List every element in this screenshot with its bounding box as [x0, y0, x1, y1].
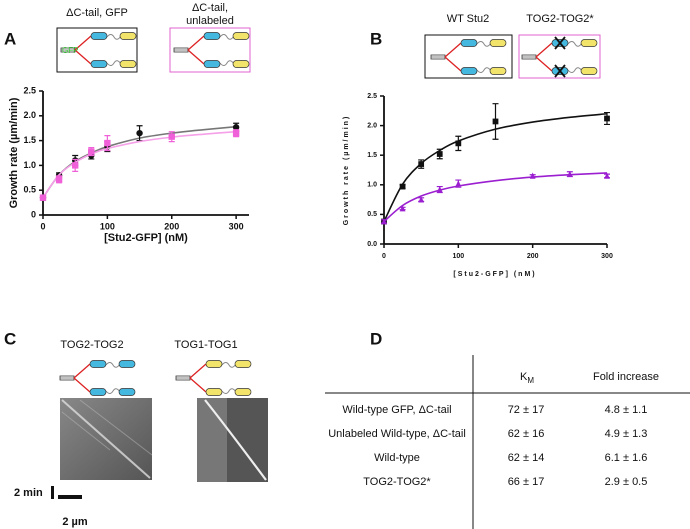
construct-title: unlabeled [186, 15, 234, 27]
y-tick-label: 1.5 [23, 135, 36, 145]
table-cell: 66 ± 17 [508, 476, 545, 488]
marker [399, 205, 406, 212]
x-tick-label: 300 [229, 221, 244, 231]
y-tick-label: 2.0 [367, 122, 377, 129]
y-tick-label: 0.5 [23, 185, 36, 195]
marker [604, 172, 610, 179]
table-cell: 72 ± 17 [508, 404, 545, 416]
molecule [173, 32, 250, 68]
x-axis-label: [Stu2-GFP] (nM) [104, 232, 188, 244]
y-tick-label: 2.5 [23, 85, 36, 95]
marker [455, 140, 462, 147]
table-cell: 2.9 ± 0.5 [605, 476, 648, 488]
marker [492, 118, 499, 125]
marker [455, 180, 462, 187]
x-tick-label: 0 [40, 221, 45, 231]
kymograph [60, 398, 153, 480]
table-cell: 62 ± 14 [508, 452, 545, 464]
y-tick-label: 1.5 [367, 152, 377, 159]
construct-box [424, 34, 513, 79]
table-body: Wild-type GFP, ΔC-tail 72 ± 17 4.8 ± 1.1 Un… [328, 404, 647, 488]
construct-title: WT Stu2 [447, 13, 490, 25]
marker [104, 139, 111, 147]
table-cell: 6.1 ± 1.6 [605, 452, 648, 464]
marker [55, 176, 63, 183]
y-tick-label: 1.0 [367, 182, 377, 189]
y-tick-label: 1.0 [23, 160, 36, 170]
gfp-tag: GFP [62, 46, 78, 55]
marker [436, 151, 443, 157]
x-tick-label: 200 [164, 221, 179, 231]
table-cell: Wild-type [374, 452, 420, 464]
molecule [430, 39, 507, 75]
scale-bar [58, 495, 82, 499]
marker [436, 186, 443, 193]
kymograph [197, 398, 268, 482]
fit-curve [42, 130, 237, 199]
table-cell: 62 ± 16 [508, 428, 545, 440]
column-header: KM [520, 371, 534, 385]
panel-letter: C [4, 329, 16, 348]
construct-title: TOG2-TOG2* [526, 13, 594, 25]
marker [418, 161, 425, 167]
fit-curve [383, 172, 608, 223]
x-tick-label: 300 [601, 253, 613, 260]
table-cell: 4.8 ± 1.1 [605, 404, 648, 416]
y-axis-label: Growth rate (µm/min) [343, 115, 350, 226]
x-tick-label: 100 [100, 221, 115, 231]
molecule [175, 360, 252, 396]
panel-letter: B [370, 29, 382, 48]
table-cell: 4.9 ± 1.3 [605, 428, 648, 440]
marker [381, 218, 387, 225]
column-header-text: K [520, 371, 528, 383]
x-tick-label: 100 [452, 253, 464, 260]
marker [529, 172, 536, 179]
construct-title: ΔC-tail, [192, 2, 228, 14]
marker [232, 129, 240, 137]
marker [604, 115, 610, 122]
x-tick-label: 0 [382, 253, 386, 260]
marker [168, 133, 175, 140]
marker [88, 148, 95, 155]
marker [136, 129, 143, 137]
panel-letter: A [4, 29, 16, 48]
scale-bar [51, 486, 54, 499]
table-cell: Unlabeled Wild-type, ΔC-tail [328, 428, 466, 440]
construct-box [518, 34, 601, 79]
column-header-sub: M [527, 376, 534, 385]
y-tick-label: 2.5 [367, 93, 377, 100]
construct-box [56, 27, 138, 73]
construct-box [169, 27, 251, 73]
construct-title: TOG1-TOG1 [174, 339, 237, 351]
construct-title: ΔC-tail, GFP [66, 7, 128, 19]
x-tick-label: 200 [527, 253, 539, 260]
table-cell: Wild-type GFP, ΔC-tail [342, 404, 451, 416]
molecule [521, 36, 598, 78]
scale-label: 2 min [14, 487, 43, 499]
y-tick-label: 2.0 [23, 110, 36, 120]
scale-label: 2 µm [62, 516, 88, 528]
marker [399, 183, 406, 190]
marker [71, 162, 79, 169]
y-tick-label: 0.5 [367, 211, 377, 218]
panel-letter: D [370, 329, 382, 348]
molecule [59, 360, 136, 396]
x-axis-label: [Stu2-GFP] (nM) [453, 271, 536, 278]
table-cell: TOG2-TOG2* [363, 476, 431, 488]
marker [232, 124, 240, 131]
y-axis-label: Growth rate (µm/min) [8, 97, 20, 208]
y-tick-label: 0.0 [367, 241, 377, 248]
marker [418, 196, 425, 203]
marker [566, 170, 573, 178]
marker [39, 194, 47, 201]
y-tick-label: 0 [31, 209, 36, 219]
construct-title: TOG2-TOG2 [60, 339, 123, 351]
column-header: Fold increase [593, 371, 659, 383]
